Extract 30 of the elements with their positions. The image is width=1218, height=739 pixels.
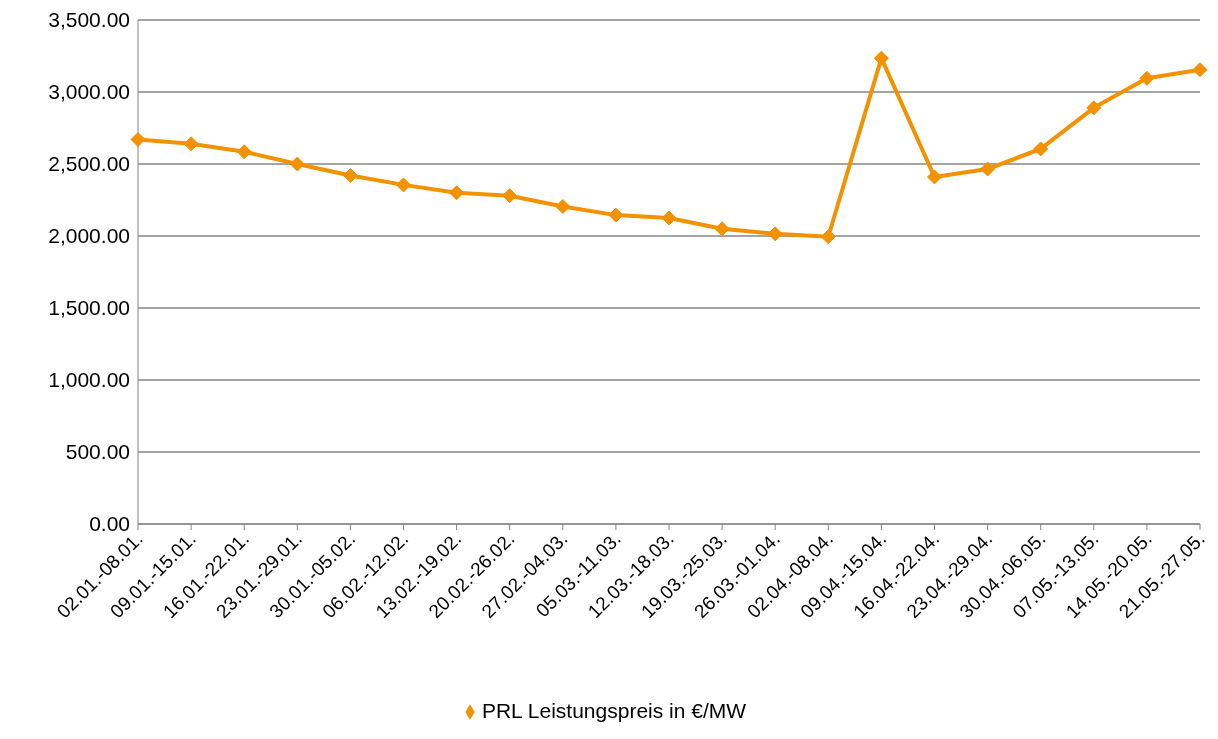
y-tick-label: 3,500.00	[48, 8, 130, 32]
point	[767, 226, 783, 242]
point	[342, 168, 358, 184]
point	[236, 144, 252, 160]
point	[714, 221, 730, 237]
point	[1139, 70, 1155, 86]
y-tick-label: 3,000.00	[48, 80, 130, 104]
point	[1033, 141, 1049, 157]
point	[1086, 100, 1102, 116]
legend-label: PRL Leistungspreis in €/MW	[481, 699, 747, 722]
point	[661, 210, 677, 226]
point	[555, 198, 571, 214]
y-tick-label: 2,000.00	[48, 224, 130, 248]
point	[396, 177, 411, 193]
point	[1192, 62, 1208, 78]
y-tick-label: 2,500.00	[48, 152, 130, 176]
point	[927, 169, 942, 185]
point	[873, 50, 889, 66]
point	[608, 207, 624, 223]
y-tick-label: 1,500.00	[48, 296, 130, 320]
point	[130, 132, 146, 148]
y-tick-label: 500.00	[65, 440, 130, 464]
point	[289, 156, 305, 172]
y-tick-label: 1,000.00	[48, 368, 130, 392]
point	[820, 229, 836, 245]
point	[449, 185, 465, 201]
point	[502, 188, 518, 204]
point	[980, 161, 996, 177]
point	[183, 136, 199, 152]
y-tick-label: 0.00	[89, 512, 130, 536]
